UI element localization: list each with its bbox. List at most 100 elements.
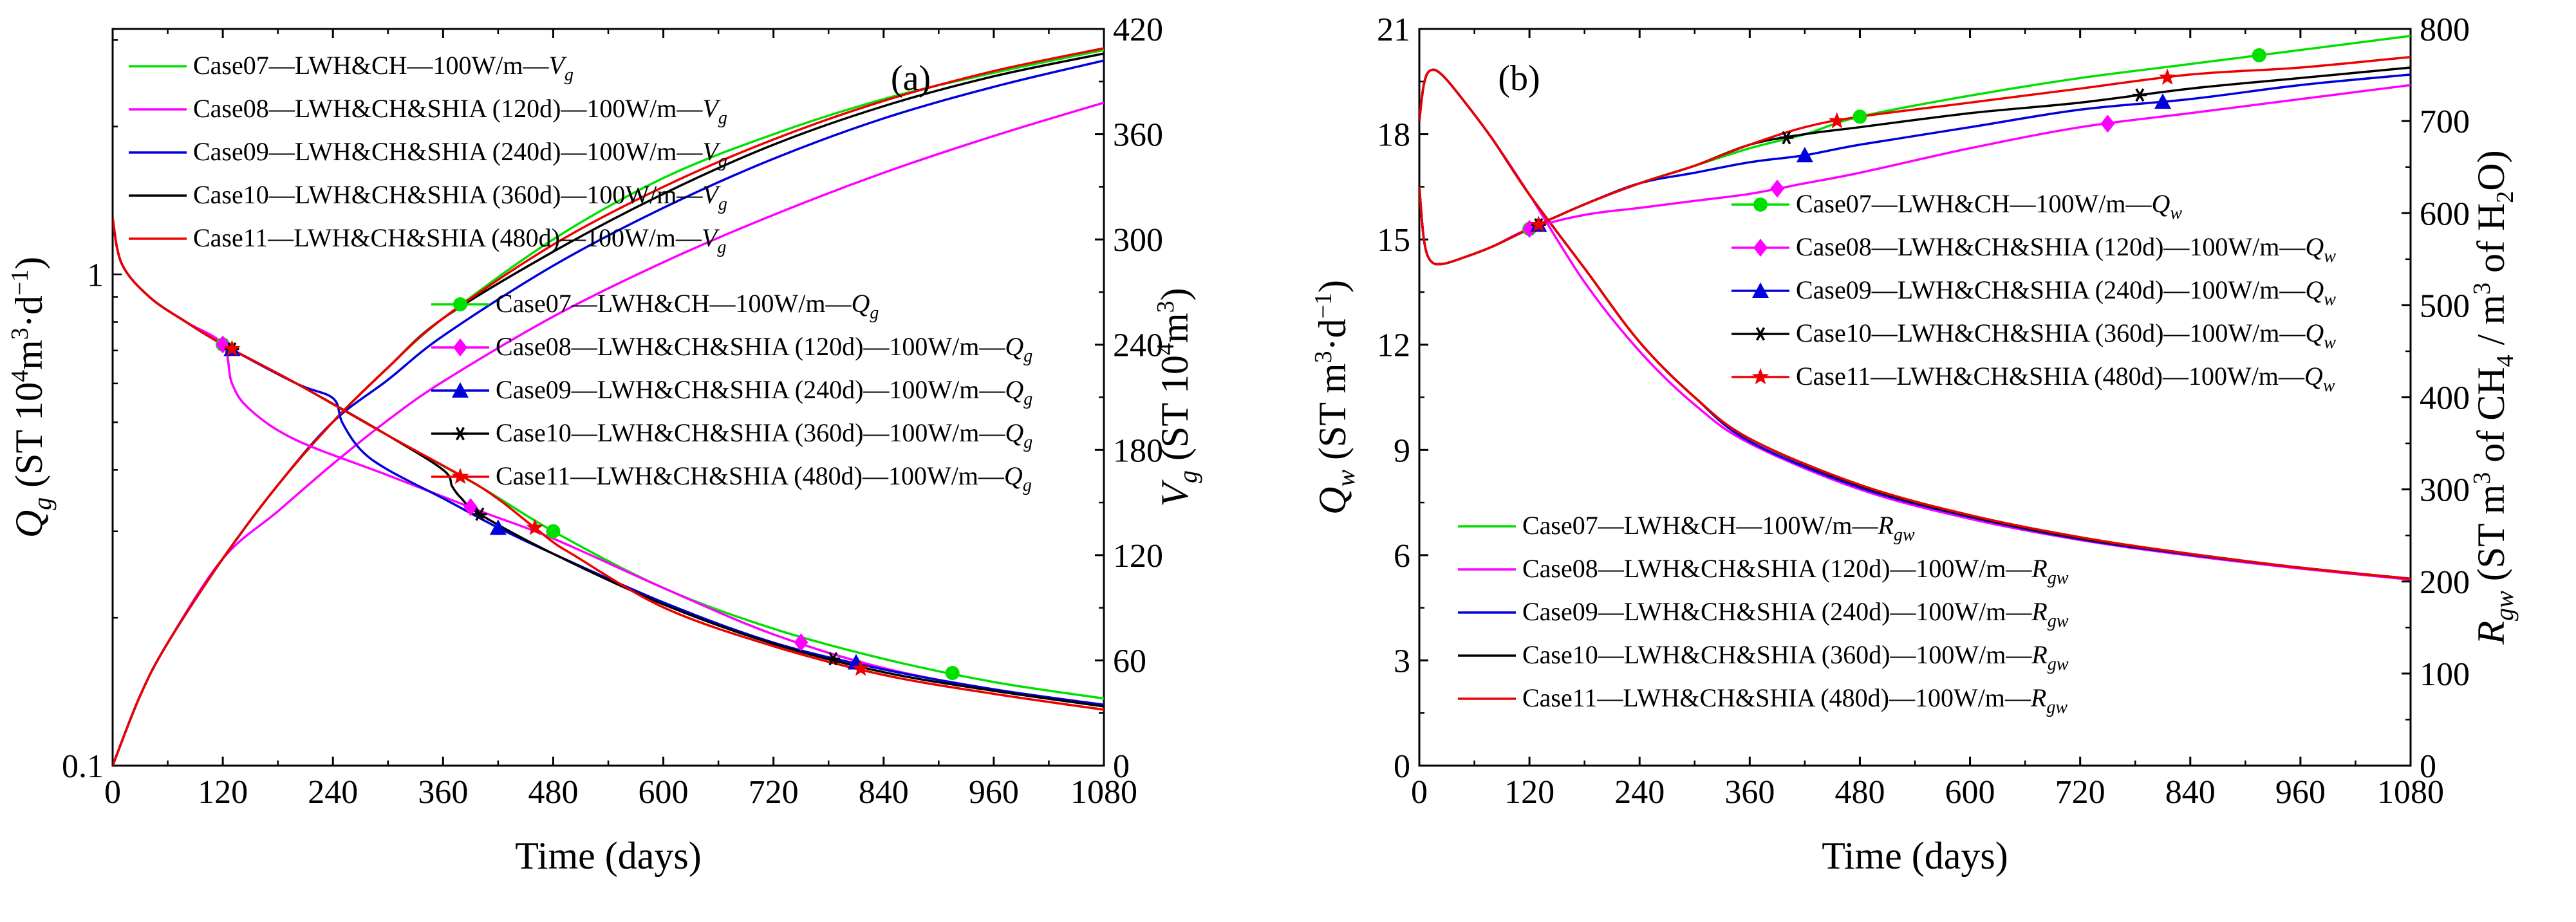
x-tick-label: 1080 bbox=[2377, 774, 2444, 811]
y-right-tick-label: 180 bbox=[1113, 432, 1163, 469]
legend-label: Case08—LWH&CH&SHIA (120d)—100W/m—Rgw bbox=[1522, 554, 2069, 588]
legend-label: Case10—LWH&CH&SHIA (360d)—100W/m—Rgw bbox=[1522, 640, 2069, 674]
y-right-tick-label: 120 bbox=[1113, 538, 1163, 575]
x-tick-label: 720 bbox=[2055, 774, 2105, 811]
y-right-tick-label: 700 bbox=[2420, 104, 2470, 140]
y-axis-right: 0 100 200 300 400 500 600 700 800 bbox=[2402, 12, 2470, 785]
x-tick-label: 360 bbox=[418, 774, 468, 811]
data-point-case10 bbox=[826, 652, 841, 666]
legend-label: Case07—LWH&CH—100W/m—Rgw bbox=[1522, 511, 1915, 545]
legend-marker bbox=[453, 427, 467, 441]
legend-marker bbox=[1753, 239, 1768, 257]
legend-qw: Case07—LWH&CH—100W/m—Qw Case08—LWH&CH&SHI… bbox=[1731, 189, 2336, 396]
y-left-tick-label: 21 bbox=[1377, 12, 1410, 48]
y-right-axis-label: Rgw (ST m3 of CH4 / m3 of H2O) bbox=[2469, 150, 2519, 645]
legend-label: Case11—LWH&CH&SHIA (480d)—100W/m—Rgw bbox=[1522, 683, 2067, 717]
x-tick-label: 840 bbox=[859, 774, 909, 811]
legend-marker bbox=[1752, 282, 1769, 298]
data-point-case07 bbox=[546, 524, 561, 539]
legend-label: Case09—LWH&CH&SHIA (240d)—100W/m—Vg bbox=[193, 137, 727, 171]
legend-label: Case07—LWH&CH—100W/m—Vg bbox=[193, 51, 574, 85]
y-left-tick-label: 0 bbox=[1394, 748, 1410, 785]
legend-marker bbox=[1753, 327, 1768, 341]
y-right-tick-label: 360 bbox=[1113, 117, 1163, 154]
legend-marker bbox=[453, 338, 467, 356]
y-right-tick-label: 600 bbox=[2420, 196, 2470, 232]
x-tick-label: 960 bbox=[969, 774, 1019, 811]
legend-vg: Case07—LWH&CH—100W/m—Vg Case08—LWH&CH&SHI… bbox=[129, 51, 727, 257]
data-point-case08 bbox=[2100, 115, 2115, 133]
data-point-case07 bbox=[2252, 48, 2266, 62]
y-left-axis-label: Qw (ST m3·d−1) bbox=[1310, 280, 1360, 515]
series-line-case11-vg bbox=[113, 47, 1104, 766]
legend-marker bbox=[453, 297, 467, 311]
x-tick-label: 360 bbox=[1724, 774, 1775, 811]
x-tick-label: 600 bbox=[639, 774, 689, 811]
y-right-tick-label: 300 bbox=[1113, 222, 1163, 259]
legend-label: Case08—LWH&CH&SHIA (120d)—100W/m—Qw bbox=[1796, 232, 2336, 266]
y-right-axis-label: Vg (ST 104m3) bbox=[1152, 288, 1202, 506]
x-tick-label: 720 bbox=[749, 774, 799, 811]
series-line-case11-qg bbox=[113, 218, 1104, 711]
legend-marker bbox=[1751, 368, 1769, 385]
data-point-case08 bbox=[1770, 180, 1785, 198]
y-right-tick-label: 400 bbox=[2420, 380, 2470, 417]
x-tick-label: 120 bbox=[198, 774, 248, 811]
panel-label: (b) bbox=[1498, 59, 1540, 98]
data-point-case10 bbox=[2133, 88, 2147, 102]
legend-label: Case10—LWH&CH&SHIA (360d)—100W/m—Vg bbox=[193, 180, 727, 214]
x-tick-label: 0 bbox=[104, 774, 121, 811]
y-axis-left: 0 3 6 9 12 15 18 21 bbox=[1377, 12, 1428, 785]
y-right-tick-label: 240 bbox=[1113, 327, 1163, 364]
y-left-tick-label: 12 bbox=[1377, 327, 1410, 364]
y-right-tick-label: 0 bbox=[1113, 748, 1130, 785]
legend-label: Case09—LWH&CH&SHIA (240d)—100W/m—Qg bbox=[496, 375, 1032, 409]
series-line-case09-vg bbox=[113, 59, 1104, 766]
legend-label: Case10—LWH&CH&SHIA (360d)—100W/m—Qg bbox=[496, 418, 1032, 452]
legend-label: Case07—LWH&CH—100W/m—Qw bbox=[1796, 189, 2182, 223]
y-left-tick-label: 18 bbox=[1377, 117, 1410, 154]
y-left-axis-label: Qg (ST 104m3·d−1) bbox=[6, 257, 57, 538]
y-left-tick-label: 1 bbox=[87, 257, 104, 294]
y-right-tick-label: 500 bbox=[2420, 288, 2470, 324]
x-axis-label: Time (days) bbox=[1822, 834, 2008, 877]
y-left-tick-label: 6 bbox=[1394, 538, 1410, 575]
legend-marker bbox=[1753, 198, 1768, 212]
y-left-tick-label: 3 bbox=[1394, 643, 1410, 679]
legend-label: Case08—LWH&CH&SHIA (120d)—100W/m—Qg bbox=[496, 332, 1032, 366]
y-axis-right: 0 60 120 180 240 300 360 420 bbox=[1095, 12, 1163, 785]
data-point-case11 bbox=[852, 659, 870, 676]
y-left-tick-label: 9 bbox=[1394, 432, 1410, 469]
legend-label: Case09—LWH&CH&SHIA (240d)—100W/m—Qw bbox=[1796, 275, 2336, 309]
x-axis: 0 120 240 360 480 600 720 840 960 1080 bbox=[1411, 29, 2444, 811]
series-group bbox=[1419, 35, 2411, 581]
legend-label: Case10—LWH&CH&SHIA (360d)—100W/m—Qw bbox=[1796, 318, 2336, 353]
x-tick-label: 240 bbox=[308, 774, 358, 811]
data-point-case09 bbox=[489, 519, 507, 535]
x-tick-label: 600 bbox=[1945, 774, 1995, 811]
data-point-case08 bbox=[463, 498, 478, 517]
data-point-case11 bbox=[1530, 216, 1547, 232]
data-point-case11 bbox=[1828, 112, 1846, 129]
data-point-case11 bbox=[526, 519, 544, 535]
x-tick-label: 0 bbox=[1411, 774, 1428, 811]
y-right-tick-label: 800 bbox=[2420, 12, 2470, 48]
x-tick-label: 1080 bbox=[1070, 774, 1137, 811]
x-tick-label: 840 bbox=[2165, 774, 2216, 811]
legend-marker bbox=[452, 382, 469, 398]
x-tick-label: 240 bbox=[1614, 774, 1665, 811]
data-point-case08 bbox=[794, 633, 808, 652]
data-point-case07 bbox=[945, 666, 960, 681]
data-point-case09 bbox=[2154, 93, 2171, 109]
data-point-case11 bbox=[2158, 68, 2176, 85]
legend-label: Case09—LWH&CH&SHIA (240d)—100W/m—Rgw bbox=[1522, 597, 2069, 631]
legend-qg: Case07—LWH&CH—100W/m—Qg Case08—LWH&CH&SHI… bbox=[431, 289, 1032, 495]
x-tick-label: 960 bbox=[2275, 774, 2326, 811]
legend-label: Case11—LWH&CH&SHIA (480d)—100W/m—Qg bbox=[496, 461, 1032, 495]
data-point-case11 bbox=[223, 340, 241, 356]
legend-rgw: Case07—LWH&CH—100W/m—Rgw Case08—LWH&CH&SH… bbox=[1458, 511, 2069, 717]
legend-label: Case07—LWH&CH—100W/m—Qg bbox=[496, 289, 879, 323]
